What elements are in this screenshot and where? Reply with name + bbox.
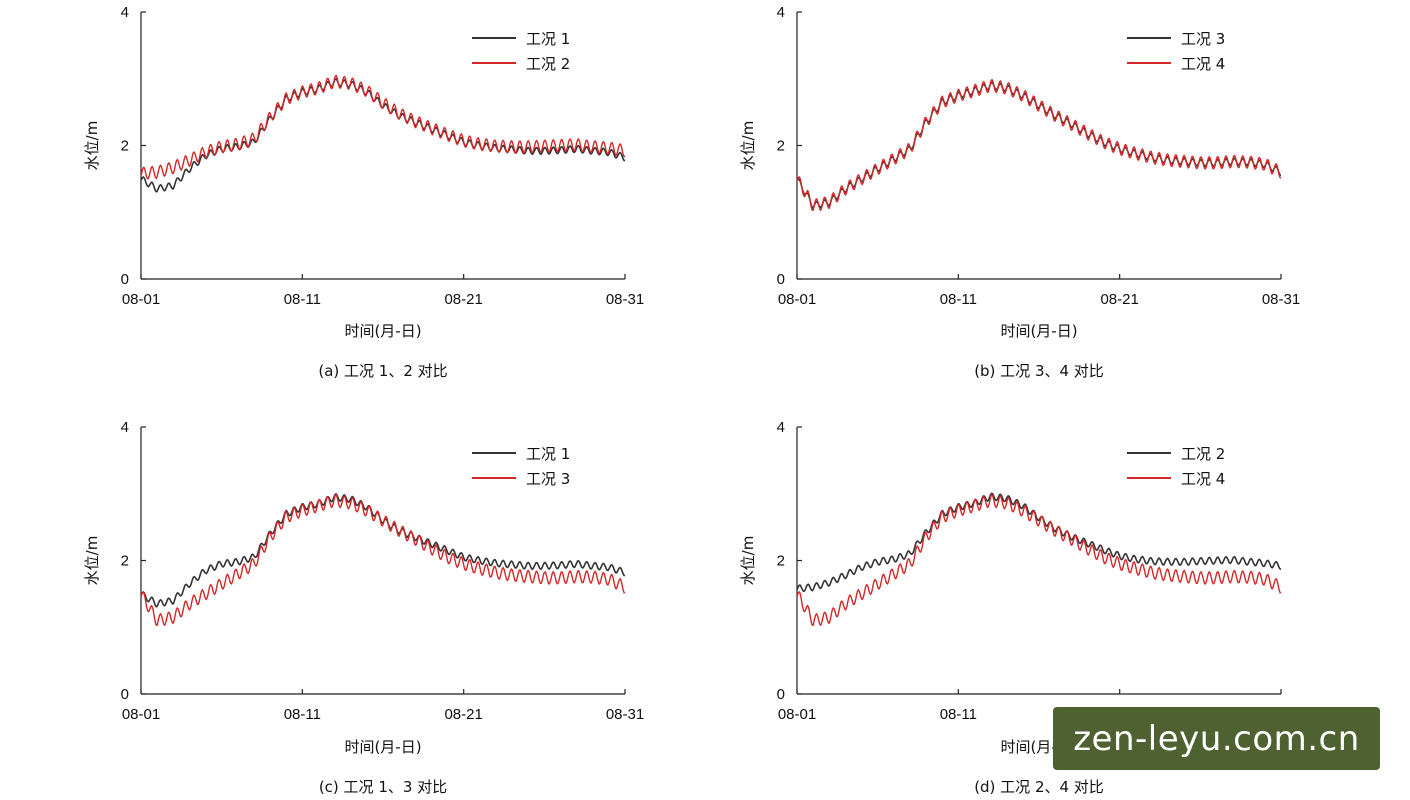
x-tick-label: 08-11 (284, 706, 321, 723)
y-tick-label: 0 (777, 686, 785, 703)
x-axis-title: 时间(月-日) (344, 322, 421, 340)
series-line (796, 78, 1282, 212)
x-tick-label: 08-31 (606, 706, 644, 723)
series-line (796, 81, 1281, 210)
x-tick-label: 08-31 (1262, 291, 1300, 308)
legend-label: 工况 3 (526, 470, 570, 488)
x-tick-label: 08-31 (606, 291, 644, 308)
x-tick-label: 08-01 (778, 291, 816, 308)
series-line (796, 492, 1282, 593)
legend-label: 工况 2 (1181, 445, 1225, 463)
x-tick-label: 08-01 (122, 291, 160, 308)
chart-panel: 0 2 4 08-01 08-11 08-21 08-31 水位/m 时间(月-日) 工况 1 工况… (83, 4, 644, 380)
x-tick-label: 08-21 (444, 706, 482, 723)
y-axis-title: 水位/m (739, 121, 757, 171)
chart-panel: 0 2 4 08-01 08-11 08-21 08-31 水位/m 时间(月-日) 工况 3 工况… (739, 4, 1300, 380)
y-tick-label: 0 (121, 271, 129, 288)
watermark-text: zen-leyu.com.cn (1073, 718, 1360, 759)
y-axis-title: 水位/m (83, 536, 101, 586)
x-axis-title: 时间(月-日) (344, 738, 421, 756)
y-axis-title: 水位/m (83, 121, 101, 171)
x-tick-label: 08-21 (444, 291, 482, 308)
series-line (140, 493, 626, 627)
series-line (140, 493, 626, 608)
y-tick-label: 2 (121, 138, 129, 155)
legend-label: 工况 2 (526, 55, 570, 73)
panel-caption: (b) 工况 3、4 对比 (974, 362, 1104, 380)
x-tick-label: 08-01 (778, 706, 816, 723)
legend-label: 工况 4 (1181, 470, 1225, 488)
legend-label: 工况 1 (526, 445, 570, 463)
x-tick-label: 08-01 (122, 706, 160, 723)
chart-panel: 0 2 4 08-01 08-11 08-21 08-31 水位/m 时间(月-日) 工况 1 工况… (83, 419, 644, 796)
y-tick-label: 0 (121, 686, 129, 703)
y-tick-label: 2 (777, 138, 785, 155)
panel-caption: (c) 工况 1、3 对比 (319, 778, 447, 796)
legend-label: 工况 4 (1181, 55, 1225, 73)
panel-caption: (a) 工况 1、2 对比 (318, 362, 447, 380)
x-axis-title: 时间(月-日) (1000, 322, 1077, 340)
series-line (796, 493, 1282, 627)
y-tick-label: 0 (777, 271, 785, 288)
watermark-badge: zen-leyu.com.cn (1053, 707, 1380, 770)
legend-label: 工况 1 (526, 30, 570, 48)
x-tick-label: 08-11 (940, 291, 977, 308)
y-tick-label: 2 (121, 553, 129, 570)
x-tick-label: 08-11 (284, 291, 321, 308)
x-tick-label: 08-21 (1100, 291, 1138, 308)
y-tick-label: 2 (777, 553, 785, 570)
y-tick-label: 4 (121, 4, 129, 21)
panel-caption: (d) 工况 2、4 对比 (974, 778, 1104, 796)
x-tick-label: 08-11 (940, 706, 977, 723)
y-tick-label: 4 (121, 419, 129, 436)
y-axis-title: 水位/m (739, 536, 757, 586)
y-tick-label: 4 (777, 4, 785, 21)
series-line (140, 78, 626, 193)
series-line (140, 74, 626, 180)
legend-label: 工况 3 (1181, 30, 1225, 48)
y-tick-label: 4 (777, 419, 785, 436)
